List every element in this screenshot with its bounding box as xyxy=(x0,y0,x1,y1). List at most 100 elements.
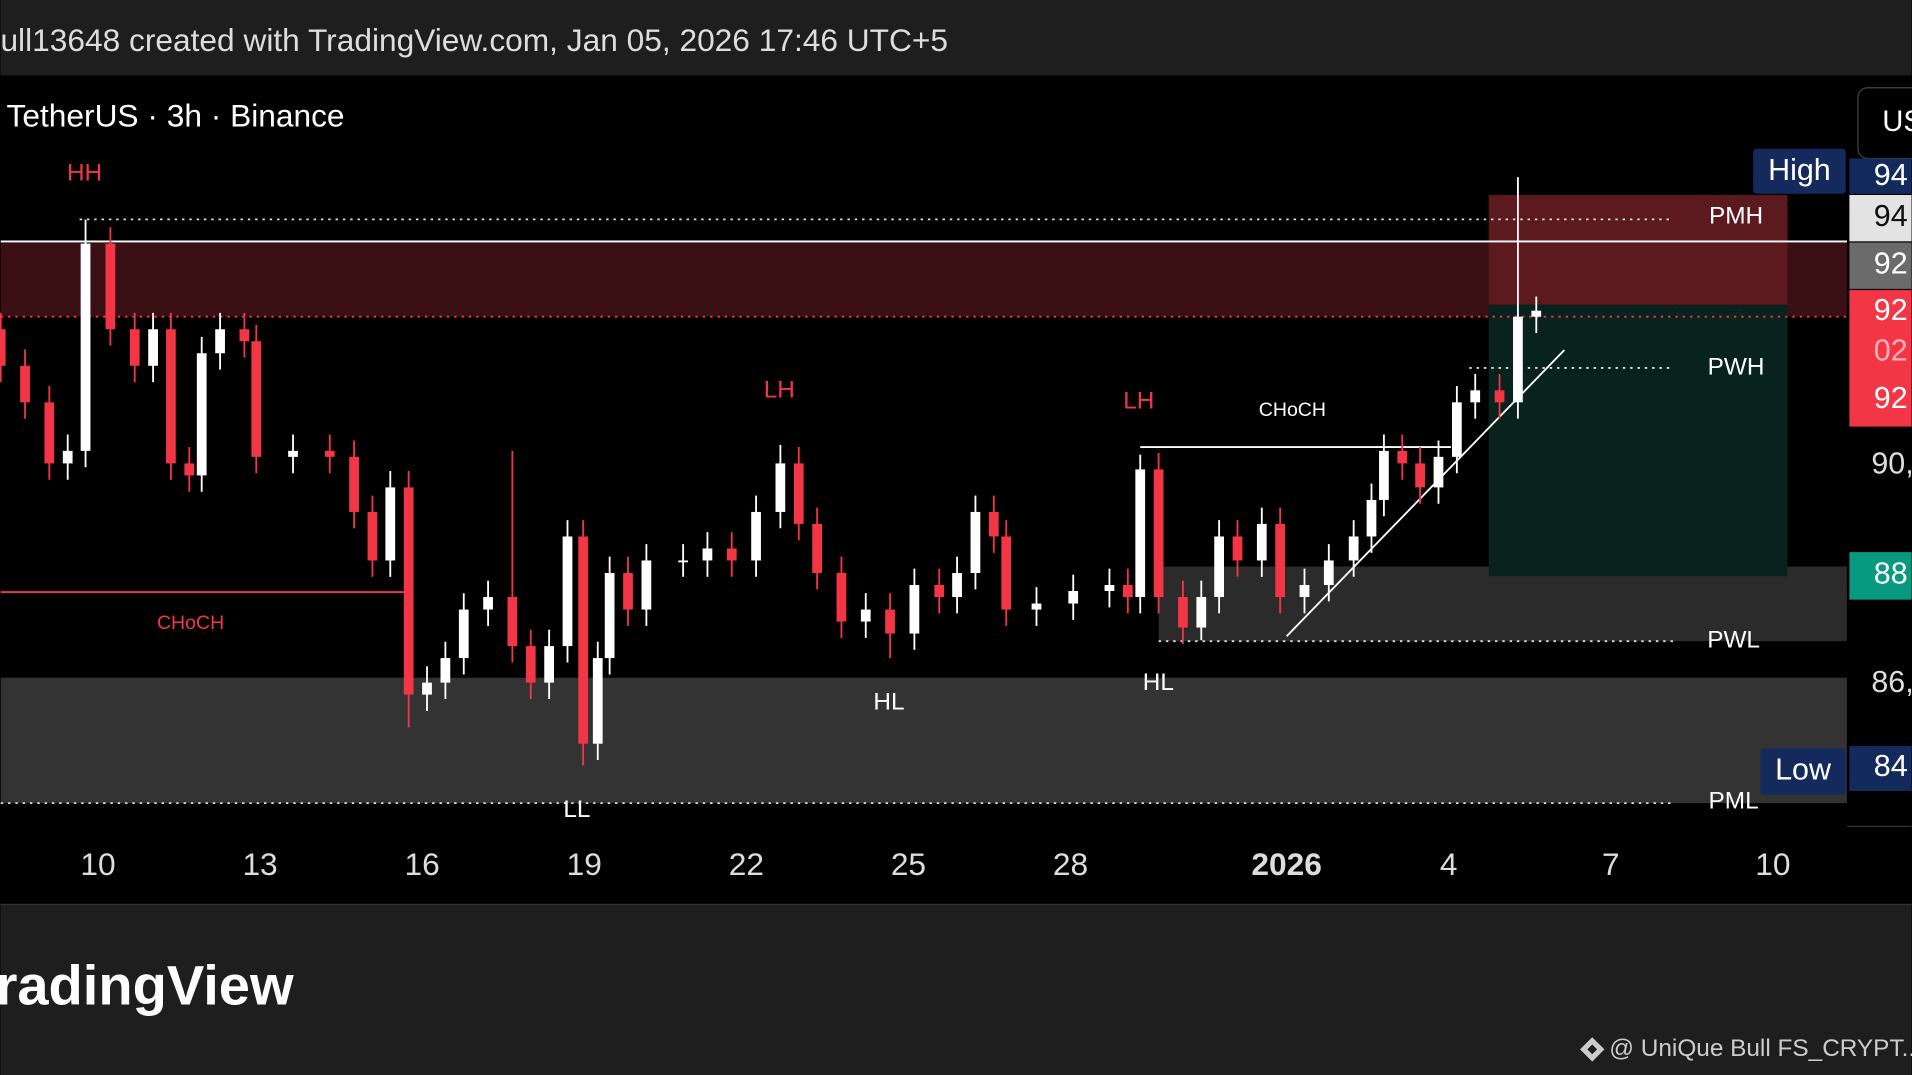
structure-label: HH xyxy=(67,160,102,187)
zone xyxy=(1488,195,1788,305)
structure-label: LH xyxy=(1123,388,1154,415)
candle-body xyxy=(440,658,451,683)
candle-body xyxy=(678,560,689,563)
logo: radingView xyxy=(0,953,294,1016)
price-tag-label: 92 xyxy=(1874,247,1908,281)
candle-body xyxy=(885,609,895,634)
candle-body xyxy=(1348,536,1359,561)
price-tag-label: 92 xyxy=(1874,293,1908,327)
candle-body xyxy=(1232,536,1243,561)
candle-body xyxy=(812,523,823,574)
candle-body xyxy=(836,573,847,622)
x-tick-label: 19 xyxy=(567,846,602,882)
candle-body xyxy=(184,463,195,476)
candle-body xyxy=(1366,499,1377,537)
candle-body xyxy=(0,329,6,366)
plot xyxy=(0,177,1847,805)
x-tick-label: 28 xyxy=(1053,846,1088,882)
level-label: PWH xyxy=(1708,354,1765,381)
candle-body xyxy=(860,609,871,622)
zone xyxy=(1488,304,1788,577)
x-tick-label: 10 xyxy=(80,846,115,882)
level-label: PWL xyxy=(1707,627,1760,654)
price-tag xyxy=(1849,158,1912,194)
y-tick-label: 90, xyxy=(1871,447,1912,481)
price-tag-label: 84 xyxy=(1874,749,1908,783)
candle-body xyxy=(458,609,469,659)
candle-body xyxy=(934,585,945,598)
candle-body xyxy=(20,365,30,403)
candle-body xyxy=(80,243,91,451)
candle-body xyxy=(775,463,786,512)
structure-label: CHoCH xyxy=(1259,399,1326,421)
price-tag xyxy=(1849,552,1912,600)
price-tag xyxy=(1849,195,1912,242)
x-tick-label: 22 xyxy=(729,846,764,882)
candle-body xyxy=(726,548,737,561)
candle-body xyxy=(702,548,713,561)
candle-body xyxy=(349,456,359,512)
price-tag-label: High xyxy=(1768,153,1831,187)
candle-body xyxy=(62,450,73,464)
x-tick-label: 13 xyxy=(242,846,277,882)
structure-label: HL xyxy=(1143,669,1174,696)
candle-body xyxy=(1122,585,1133,598)
candle-body xyxy=(578,536,589,744)
candle-body xyxy=(1513,316,1523,403)
price-tag xyxy=(1760,748,1846,795)
candle-body xyxy=(1135,469,1146,598)
x-tick-label: 16 xyxy=(405,846,440,882)
candle-body xyxy=(166,329,176,464)
candle-body xyxy=(1104,585,1115,592)
x-tick-label: 2026 xyxy=(1251,846,1321,882)
price-tag-label: 92 xyxy=(1874,381,1908,415)
x-tick-label: 25 xyxy=(891,846,926,882)
candle-body xyxy=(1275,523,1286,598)
candle-body xyxy=(1379,450,1389,500)
candle-body xyxy=(562,536,573,647)
candle-body xyxy=(1256,523,1267,561)
candle-body xyxy=(1299,585,1310,598)
candle-body xyxy=(592,658,603,744)
price-tag-label: 02 xyxy=(1874,333,1908,367)
candle-body xyxy=(1068,591,1079,604)
candle-body xyxy=(1433,456,1444,488)
candle-body xyxy=(196,353,207,476)
currency-button-label[interactable]: US xyxy=(1882,106,1912,138)
candle-body xyxy=(129,329,140,366)
price-tag xyxy=(1849,745,1912,792)
candle-body xyxy=(1415,463,1425,488)
candle-body xyxy=(1214,536,1224,598)
candle-body xyxy=(403,487,414,695)
candle-body xyxy=(215,329,225,354)
candle-body xyxy=(1001,536,1012,610)
candle-body xyxy=(483,597,493,610)
candle-body xyxy=(251,341,262,457)
footer-bar xyxy=(0,904,1912,1075)
price-tag-label: 94 xyxy=(1874,199,1908,233)
structure-label: HL xyxy=(873,689,904,716)
candle-body xyxy=(44,402,55,464)
y-tick-label: 86, xyxy=(1871,665,1912,699)
price-tag-label: 88 xyxy=(1874,556,1908,590)
price-tag xyxy=(1849,242,1912,289)
candle-body xyxy=(367,511,378,561)
candle-body xyxy=(1531,310,1542,317)
candle-body xyxy=(1494,390,1505,403)
candle-body xyxy=(1153,469,1164,598)
candle-body xyxy=(793,463,804,524)
candle-body xyxy=(385,487,396,561)
credit-icon xyxy=(1580,1037,1605,1062)
price-tag xyxy=(1849,290,1912,427)
candle-body xyxy=(751,511,761,561)
header-bar xyxy=(0,0,1912,76)
candle-body xyxy=(1470,390,1481,403)
candle-body xyxy=(148,329,158,366)
price-tag-label: 94 xyxy=(1874,158,1908,192)
candle-body xyxy=(239,329,250,342)
candle-body xyxy=(544,646,555,683)
candle-body xyxy=(1323,560,1334,586)
structure-label: LL xyxy=(563,796,590,823)
candle-body xyxy=(507,597,518,647)
